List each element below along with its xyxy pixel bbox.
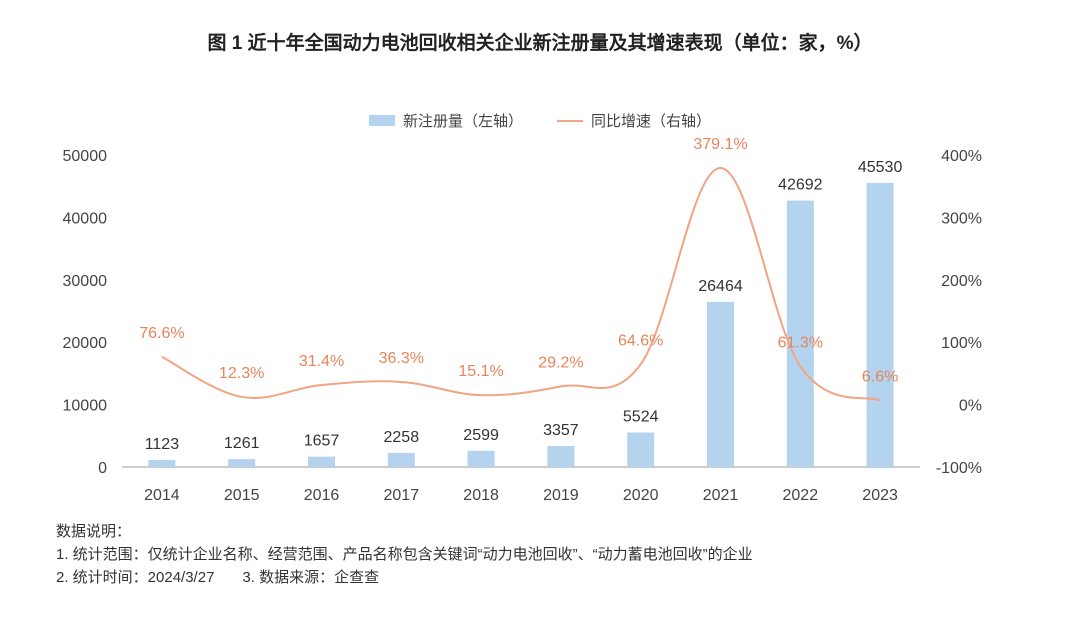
x-axis-tick-label: 2018 <box>463 487 499 504</box>
x-axis-tick-label: 2021 <box>703 487 739 504</box>
right-axis-tick-label: 100% <box>941 335 982 352</box>
bar-2015 <box>228 459 256 467</box>
right-axis-tick-label: 200% <box>941 273 982 290</box>
legend: 新注册量（左轴） 同比增速（右轴） <box>0 110 1080 131</box>
right-axis-tick-label: 300% <box>941 210 982 227</box>
bar-2022 <box>786 200 814 467</box>
bar-value-label: 5524 <box>623 409 659 426</box>
growth-value-label: 29.2% <box>538 354 583 371</box>
bar-2023 <box>866 182 894 467</box>
left-axis-tick-label: 50000 <box>63 148 108 165</box>
bar-value-label: 42692 <box>778 177 823 194</box>
legend-bar-swatch <box>368 115 395 126</box>
right-axis-tick-label: 0% <box>959 398 982 415</box>
x-axis-tick-label: 2023 <box>862 487 898 504</box>
x-axis-tick-label: 2014 <box>144 487 180 504</box>
data-notes: 数据说明： 1. 统计范围：仅统计企业名称、经营范围、产品名称包含关键词“动力电… <box>56 520 753 589</box>
notes-line-2a: 2. 统计时间：2024/3/27 <box>56 569 215 586</box>
bar-2018 <box>467 450 495 467</box>
legend-label: 新注册量（左轴） <box>402 113 523 130</box>
left-axis-tick-label: 40000 <box>63 210 108 227</box>
bar-2016 <box>308 456 335 467</box>
bar-value-label: 3357 <box>543 422 579 439</box>
right-axis-tick-label: 400% <box>941 148 982 165</box>
growth-value-label: 76.6% <box>139 325 184 342</box>
left-axis-tick-label: 20000 <box>63 335 108 352</box>
growth-value-label: 6.6% <box>862 368 898 385</box>
bar-value-label: 1123 <box>145 436 180 453</box>
x-axis-tick-label: 2019 <box>543 487 579 504</box>
bar-2019 <box>547 446 575 467</box>
x-axis-tick-label: 2017 <box>384 487 420 504</box>
x-axis-tick-label: 2022 <box>783 487 819 504</box>
right-axis-tick-label: -100% <box>936 460 982 477</box>
growth-value-label: 31.4% <box>299 353 344 370</box>
notes-heading: 数据说明： <box>56 523 132 540</box>
legend-item-growth: 同比增速（右轴） <box>557 110 711 131</box>
growth-value-label: 64.6% <box>618 332 663 349</box>
notes-line-1: 1. 统计范围：仅统计企业名称、经营范围、产品名称包含关键词“动力电池回收”、“… <box>56 546 753 563</box>
bar-2017 <box>387 452 415 467</box>
bar-2014 <box>148 459 176 467</box>
left-axis-tick-label: 10000 <box>63 398 108 415</box>
x-axis-tick-label: 2016 <box>304 487 340 504</box>
left-axis-tick-label: 0 <box>98 460 107 477</box>
bar-value-label: 1261 <box>224 435 260 452</box>
chart-title: 图 1 近十年全国动力电池回收相关企业新注册量及其增速表现（单位：家，%） <box>207 33 873 54</box>
growth-value-label: 36.3% <box>379 350 424 367</box>
legend-line-swatch <box>557 119 583 122</box>
bar-value-label: 26464 <box>698 278 743 295</box>
growth-value-label: 379.1% <box>693 136 747 153</box>
x-axis-tick-label: 2015 <box>224 487 260 504</box>
x-axis-tick-label: 2020 <box>623 487 659 504</box>
growth-rate-line <box>161 167 881 402</box>
growth-value-label: 12.3% <box>219 365 264 382</box>
left-axis-tick-label: 30000 <box>63 273 108 290</box>
growth-value-label: 15.1% <box>458 363 503 380</box>
legend-item-registrations: 新注册量（左轴） <box>368 110 523 131</box>
bar-2021 <box>707 301 734 467</box>
bar-value-label: 45530 <box>858 159 903 176</box>
bar-value-label: 2599 <box>463 427 499 444</box>
bar-2020 <box>627 432 655 467</box>
legend-label: 同比增速（右轴） <box>591 113 712 130</box>
growth-value-label: 61.3% <box>778 334 823 351</box>
bar-value-label: 1657 <box>304 433 340 450</box>
bar-value-label: 2258 <box>384 429 420 446</box>
notes-line-2b: 3. 数据来源：企查查 <box>242 569 380 586</box>
